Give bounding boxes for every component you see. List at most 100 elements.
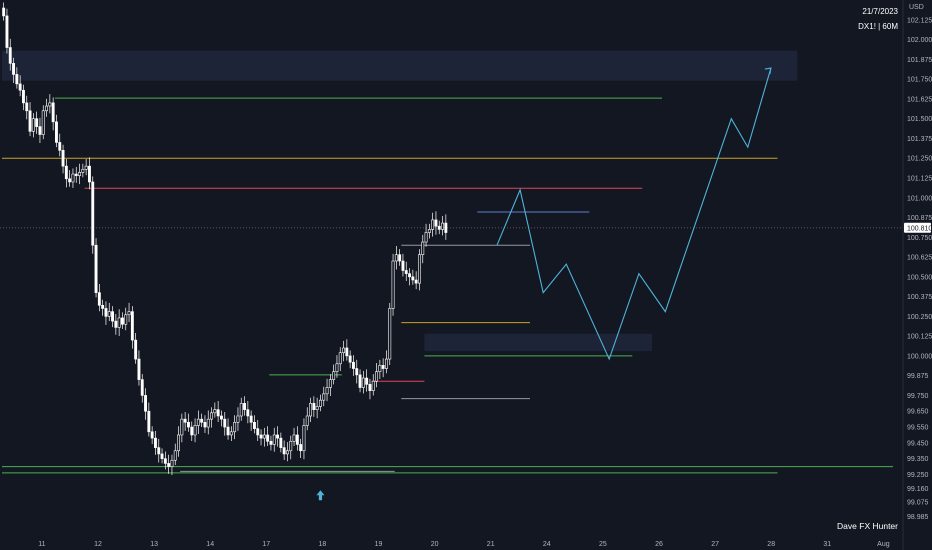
- candle-117: [388, 302, 392, 366]
- candle-121: [401, 253, 405, 277]
- candle-10: [35, 111, 39, 134]
- chart-symbol: DX1! | 60M: [858, 22, 898, 31]
- y-tick-label: 101.500: [907, 116, 932, 123]
- y-tick-label: 99.250: [907, 472, 929, 479]
- candle-75: [249, 410, 253, 431]
- candle-68: [226, 418, 230, 440]
- candle-23: [78, 163, 82, 185]
- candle-129: [427, 223, 431, 239]
- y-tick-label: 101.125: [907, 175, 932, 182]
- candle-73: [243, 396, 246, 416]
- x-tick-label: Aug: [877, 541, 890, 548]
- candle-83: [276, 426, 279, 447]
- candle-29: [97, 283, 101, 312]
- x-tick-label: 26: [655, 541, 663, 548]
- projection-line: [496, 67, 772, 361]
- x-tick-label: 11: [38, 541, 45, 548]
- candle-53: [177, 426, 180, 457]
- candle-97: [322, 386, 326, 407]
- candle-8: [28, 102, 32, 137]
- candle-81: [269, 435, 273, 451]
- y-tick-label: 101.750: [907, 77, 932, 84]
- candle-30: [101, 299, 105, 316]
- candle-48: [160, 448, 164, 464]
- zone-0: [2, 50, 798, 81]
- candle-55: [183, 412, 187, 431]
- candle-14: [48, 94, 52, 114]
- x-tick-label: 19: [375, 541, 383, 548]
- x-tick-label: 21: [487, 541, 495, 548]
- candle-108: [358, 369, 362, 393]
- candle-32: [107, 302, 111, 322]
- candle-26: [88, 157, 91, 190]
- y-tick-label: 98.985: [907, 514, 929, 521]
- candle-94: [312, 396, 316, 417]
- candle-131: [434, 211, 438, 235]
- x-tick-label: 14: [206, 541, 214, 548]
- candle-77: [256, 419, 260, 441]
- candle-37: [124, 307, 128, 331]
- chart-date: 21/7/2023: [862, 7, 898, 16]
- candle-33: [111, 306, 115, 328]
- candle-125: [414, 271, 418, 290]
- candle-3: [12, 57, 15, 83]
- candle-114: [378, 359, 382, 379]
- horizontal-levels: [2, 97, 893, 474]
- candle-98: [325, 378, 329, 402]
- x-tick-label: 28: [767, 541, 775, 548]
- candle-71: [236, 407, 240, 431]
- candle-120: [398, 249, 402, 266]
- y-tick-label: 102.000: [907, 37, 932, 44]
- up-arrow-icon: [316, 490, 325, 501]
- candle-96: [318, 394, 322, 412]
- x-tick-label: 25: [599, 541, 607, 548]
- candle-62: [206, 410, 210, 435]
- x-tick-label: 27: [711, 541, 719, 548]
- candle-47: [157, 438, 161, 463]
- candle-78: [259, 429, 263, 446]
- candle-67: [223, 412, 227, 436]
- candle-122: [404, 261, 408, 281]
- y-tick-label: 101.000: [907, 195, 932, 202]
- x-tick-label: 13: [150, 541, 158, 548]
- candle-4: [15, 67, 19, 89]
- candle-65: [216, 400, 220, 422]
- signal-arrow: [316, 490, 325, 501]
- candle-45: [150, 426, 154, 445]
- y-tick-label: 100.625: [907, 255, 932, 262]
- candle-61: [203, 415, 207, 434]
- candle-124: [411, 269, 415, 285]
- candle-22: [74, 166, 78, 183]
- y-tick-label: 101.375: [907, 136, 932, 143]
- candlesticks: [2, 2, 448, 476]
- candle-80: [266, 426, 270, 447]
- candle-127: [421, 234, 425, 264]
- x-tick-label: 31: [823, 541, 831, 548]
- last-price-box: [904, 222, 931, 233]
- candle-100: [332, 364, 336, 385]
- zone-1: [424, 333, 653, 352]
- candle-39: [130, 306, 134, 349]
- candle-128: [424, 223, 428, 247]
- candle-76: [253, 415, 256, 434]
- y-tick-label: 100.000: [907, 353, 932, 360]
- x-tick-label: 18: [319, 541, 327, 548]
- candle-34: [114, 313, 118, 335]
- candle-115: [381, 358, 385, 378]
- candle-51: [170, 454, 174, 476]
- candle-44: [147, 402, 151, 437]
- candle-72: [239, 397, 243, 421]
- y-tick-label: 99.550: [907, 425, 929, 432]
- candle-64: [213, 402, 217, 418]
- watermark: Dave FX Hunter: [837, 521, 898, 531]
- candle-133: [441, 215, 444, 236]
- candle-95: [315, 397, 319, 419]
- candle-5: [18, 75, 22, 97]
- candle-93: [309, 397, 312, 422]
- candle-91: [302, 418, 306, 460]
- y-tick-label: 99.650: [907, 409, 929, 416]
- candle-69: [229, 426, 233, 441]
- candle-11: [38, 117, 42, 144]
